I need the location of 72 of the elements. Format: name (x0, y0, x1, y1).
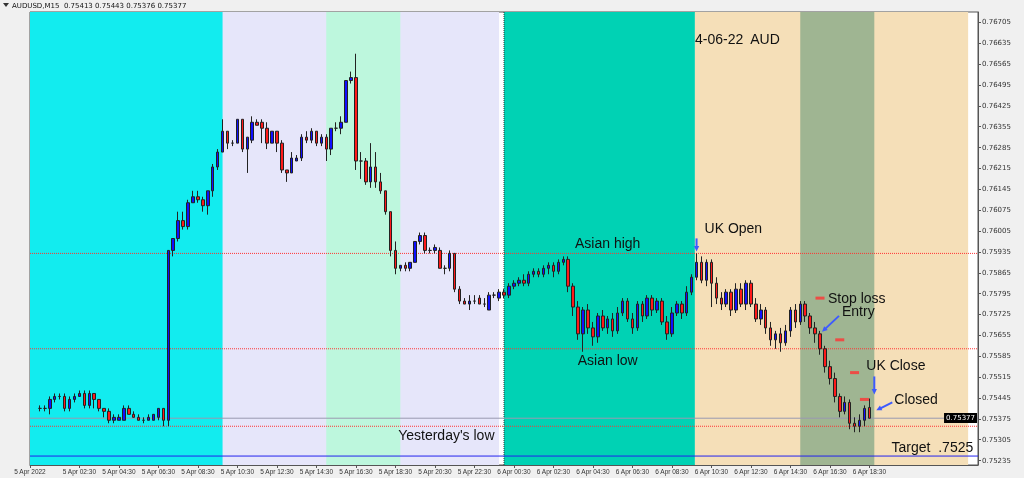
candlestick (379, 172, 382, 195)
candlestick (162, 407, 165, 427)
candlestick (868, 398, 871, 420)
candlestick (631, 312, 634, 335)
candlestick (463, 297, 466, 305)
candlestick (83, 389, 86, 409)
candlestick (310, 127, 313, 144)
candlestick (216, 148, 219, 171)
candlestick (794, 303, 797, 329)
annotation: Closed (894, 391, 938, 408)
candlestick (710, 258, 713, 308)
candlestick (537, 267, 540, 278)
candlestick (621, 297, 624, 317)
candlestick (73, 392, 76, 403)
candlestick (374, 151, 377, 189)
candlestick (241, 118, 244, 153)
candlestick (705, 258, 708, 287)
candlestick (853, 416, 856, 433)
candlestick (68, 395, 71, 412)
candlestick (700, 255, 703, 284)
ref-line-label: Target .7525 (891, 439, 974, 456)
candlestick (547, 261, 550, 275)
candlestick (453, 252, 456, 293)
candlestick (300, 133, 303, 162)
candlestick (152, 413, 155, 421)
candlestick (305, 130, 308, 144)
candlestick (557, 258, 560, 275)
candlestick (695, 252, 698, 281)
candlestick (690, 273, 693, 296)
candlestick (611, 312, 614, 338)
candlestick (542, 264, 545, 278)
ref-line-label: Yesterday's low (398, 427, 495, 444)
text: 4-06-22 AUD (695, 31, 780, 47)
candlestick (320, 133, 323, 147)
candlestick (48, 395, 52, 415)
candlestick (458, 285, 461, 305)
candlestick (295, 154, 298, 162)
candlestick (157, 407, 160, 421)
candlestick (399, 264, 402, 272)
candlestick (384, 190, 387, 216)
annotation: Asian high (574, 235, 641, 252)
candlestick (389, 211, 392, 257)
candlestick (858, 413, 861, 433)
candlestick (848, 398, 851, 430)
candlestick (769, 321, 772, 347)
candlestick (487, 291, 491, 311)
candlestick (863, 404, 866, 427)
candlestick (394, 240, 397, 275)
candlestick (137, 413, 140, 421)
candlestick (147, 413, 150, 421)
annotation: UK Close (866, 357, 926, 374)
candlestick (532, 267, 535, 278)
candlestick (226, 130, 229, 150)
candlestick (236, 118, 239, 144)
candlestick (784, 324, 787, 347)
candlestick (626, 297, 629, 323)
candlestick (78, 389, 81, 397)
candlestick (774, 330, 777, 350)
candlestick (616, 306, 619, 335)
candlestick (636, 300, 639, 332)
annotation: Asian low (577, 351, 638, 368)
candlestick (715, 276, 718, 305)
candlestick (779, 327, 782, 353)
candlestick (478, 294, 481, 305)
candlestick (552, 261, 555, 278)
candlestick (315, 130, 318, 147)
candlestick (789, 306, 792, 338)
candlestick (468, 294, 471, 311)
candlestick (63, 392, 66, 412)
candlestick (221, 118, 224, 153)
annotation: UK Open (704, 220, 763, 237)
candlestick (448, 249, 451, 272)
